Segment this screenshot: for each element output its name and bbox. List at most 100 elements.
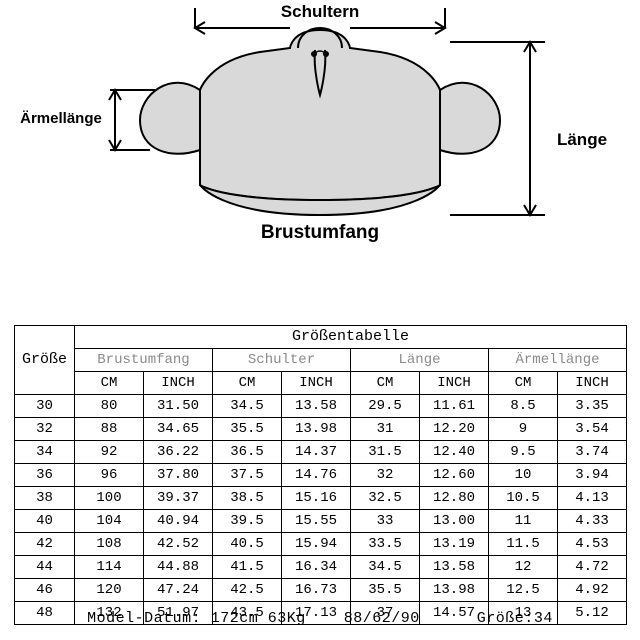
cell: 100 xyxy=(75,487,144,510)
cell: 34 xyxy=(15,441,75,464)
u: INCH xyxy=(420,372,489,395)
cell: 3.54 xyxy=(558,418,627,441)
cell: 33.5 xyxy=(351,533,420,556)
cell: 14.76 xyxy=(282,464,351,487)
u: CM xyxy=(213,372,282,395)
cell: 108 xyxy=(75,533,144,556)
footer-weight-value: 63Kg xyxy=(268,610,306,627)
table-row: 4411444.8841.516.3434.513.58124.72 xyxy=(15,556,627,579)
th-group-0: Brustumfang xyxy=(75,349,213,372)
cell: 41.5 xyxy=(213,556,282,579)
cell: 8.5 xyxy=(489,395,558,418)
u: INCH xyxy=(282,372,351,395)
cell: 47.24 xyxy=(144,579,213,602)
cell: 38 xyxy=(15,487,75,510)
cell: 12.60 xyxy=(420,464,489,487)
cell: 12.80 xyxy=(420,487,489,510)
cell: 34.65 xyxy=(144,418,213,441)
cell: 15.94 xyxy=(282,533,351,556)
cell: 12 xyxy=(489,556,558,579)
cell: 10.5 xyxy=(489,487,558,510)
cell: 38.5 xyxy=(213,487,282,510)
cell: 12.40 xyxy=(420,441,489,464)
cell: 15.55 xyxy=(282,510,351,533)
table-row: 369637.8037.514.763212.60103.94 xyxy=(15,464,627,487)
cell: 30 xyxy=(15,395,75,418)
cell: 16.34 xyxy=(282,556,351,579)
cell: 9.5 xyxy=(489,441,558,464)
u: CM xyxy=(75,372,144,395)
cell: 88 xyxy=(75,418,144,441)
cell: 36.22 xyxy=(144,441,213,464)
u: CM xyxy=(489,372,558,395)
u: INCH xyxy=(558,372,627,395)
th-size: Größe xyxy=(15,326,75,395)
cell: 4.33 xyxy=(558,510,627,533)
cell: 36.5 xyxy=(213,441,282,464)
cell: 46 xyxy=(15,579,75,602)
label-shoulders: Schultern xyxy=(245,2,395,22)
cell: 12.20 xyxy=(420,418,489,441)
cell: 44 xyxy=(15,556,75,579)
footer-height-label: Model-Datum: xyxy=(87,610,201,627)
cell: 14.37 xyxy=(282,441,351,464)
cell: 4.72 xyxy=(558,556,627,579)
label-chest: Brustumfang xyxy=(240,222,400,244)
measurement-diagram: Schultern Ärmellänge Länge Brustumfang xyxy=(0,0,640,320)
size-table: Größe Größentabelle Brustumfang Schulter… xyxy=(14,325,627,625)
th-group-3: Ärmellänge xyxy=(489,349,627,372)
size-table-wrap: Größe Größentabelle Brustumfang Schulter… xyxy=(14,325,626,625)
footer-size-value: 34 xyxy=(534,610,553,627)
cell: 10 xyxy=(489,464,558,487)
cell: 13.98 xyxy=(420,579,489,602)
cell: 32 xyxy=(351,464,420,487)
label-length: Länge xyxy=(542,130,622,150)
cell: 31.50 xyxy=(144,395,213,418)
footer-size-label: Größe: xyxy=(477,610,534,627)
cell: 36 xyxy=(15,464,75,487)
table-row: 4010440.9439.515.553313.00114.33 xyxy=(15,510,627,533)
cell: 11 xyxy=(489,510,558,533)
u: INCH xyxy=(144,372,213,395)
cell: 31 xyxy=(351,418,420,441)
cell: 34.5 xyxy=(213,395,282,418)
size-tbody: 308031.5034.513.5829.511.618.53.35328834… xyxy=(15,395,627,625)
cell: 40.94 xyxy=(144,510,213,533)
footer-measures-value: 88/62/90 xyxy=(344,610,420,627)
cell: 42 xyxy=(15,533,75,556)
cell: 13.98 xyxy=(282,418,351,441)
table-row: 328834.6535.513.983112.2093.54 xyxy=(15,418,627,441)
cell: 120 xyxy=(75,579,144,602)
u: CM xyxy=(351,372,420,395)
cell: 3.94 xyxy=(558,464,627,487)
diagram-svg xyxy=(0,0,640,320)
cell: 92 xyxy=(75,441,144,464)
cell: 42.52 xyxy=(144,533,213,556)
cell: 3.35 xyxy=(558,395,627,418)
cell: 13.58 xyxy=(282,395,351,418)
cell: 42.5 xyxy=(213,579,282,602)
cell: 4.92 xyxy=(558,579,627,602)
label-sleeve: Ärmellänge xyxy=(6,110,116,127)
cell: 16.73 xyxy=(282,579,351,602)
cell: 37.5 xyxy=(213,464,282,487)
cell: 80 xyxy=(75,395,144,418)
footer-height-value: 172cm xyxy=(211,610,259,627)
cell: 35.5 xyxy=(213,418,282,441)
cell: 12.5 xyxy=(489,579,558,602)
th-title: Größentabelle xyxy=(75,326,627,349)
cell: 35.5 xyxy=(351,579,420,602)
cell: 32.5 xyxy=(351,487,420,510)
cell: 32 xyxy=(15,418,75,441)
cell: 15.16 xyxy=(282,487,351,510)
cell: 4.13 xyxy=(558,487,627,510)
page: Schultern Ärmellänge Länge Brustumfang G… xyxy=(0,0,640,640)
cell: 33 xyxy=(351,510,420,533)
cell: 40.5 xyxy=(213,533,282,556)
cell: 4.53 xyxy=(558,533,627,556)
th-group-1: Schulter xyxy=(213,349,351,372)
cell: 3.74 xyxy=(558,441,627,464)
table-row: 4612047.2442.516.7335.513.9812.54.92 xyxy=(15,579,627,602)
row-units: CMINCH CMINCH CMINCH CMINCH xyxy=(15,372,627,395)
cell: 37.80 xyxy=(144,464,213,487)
